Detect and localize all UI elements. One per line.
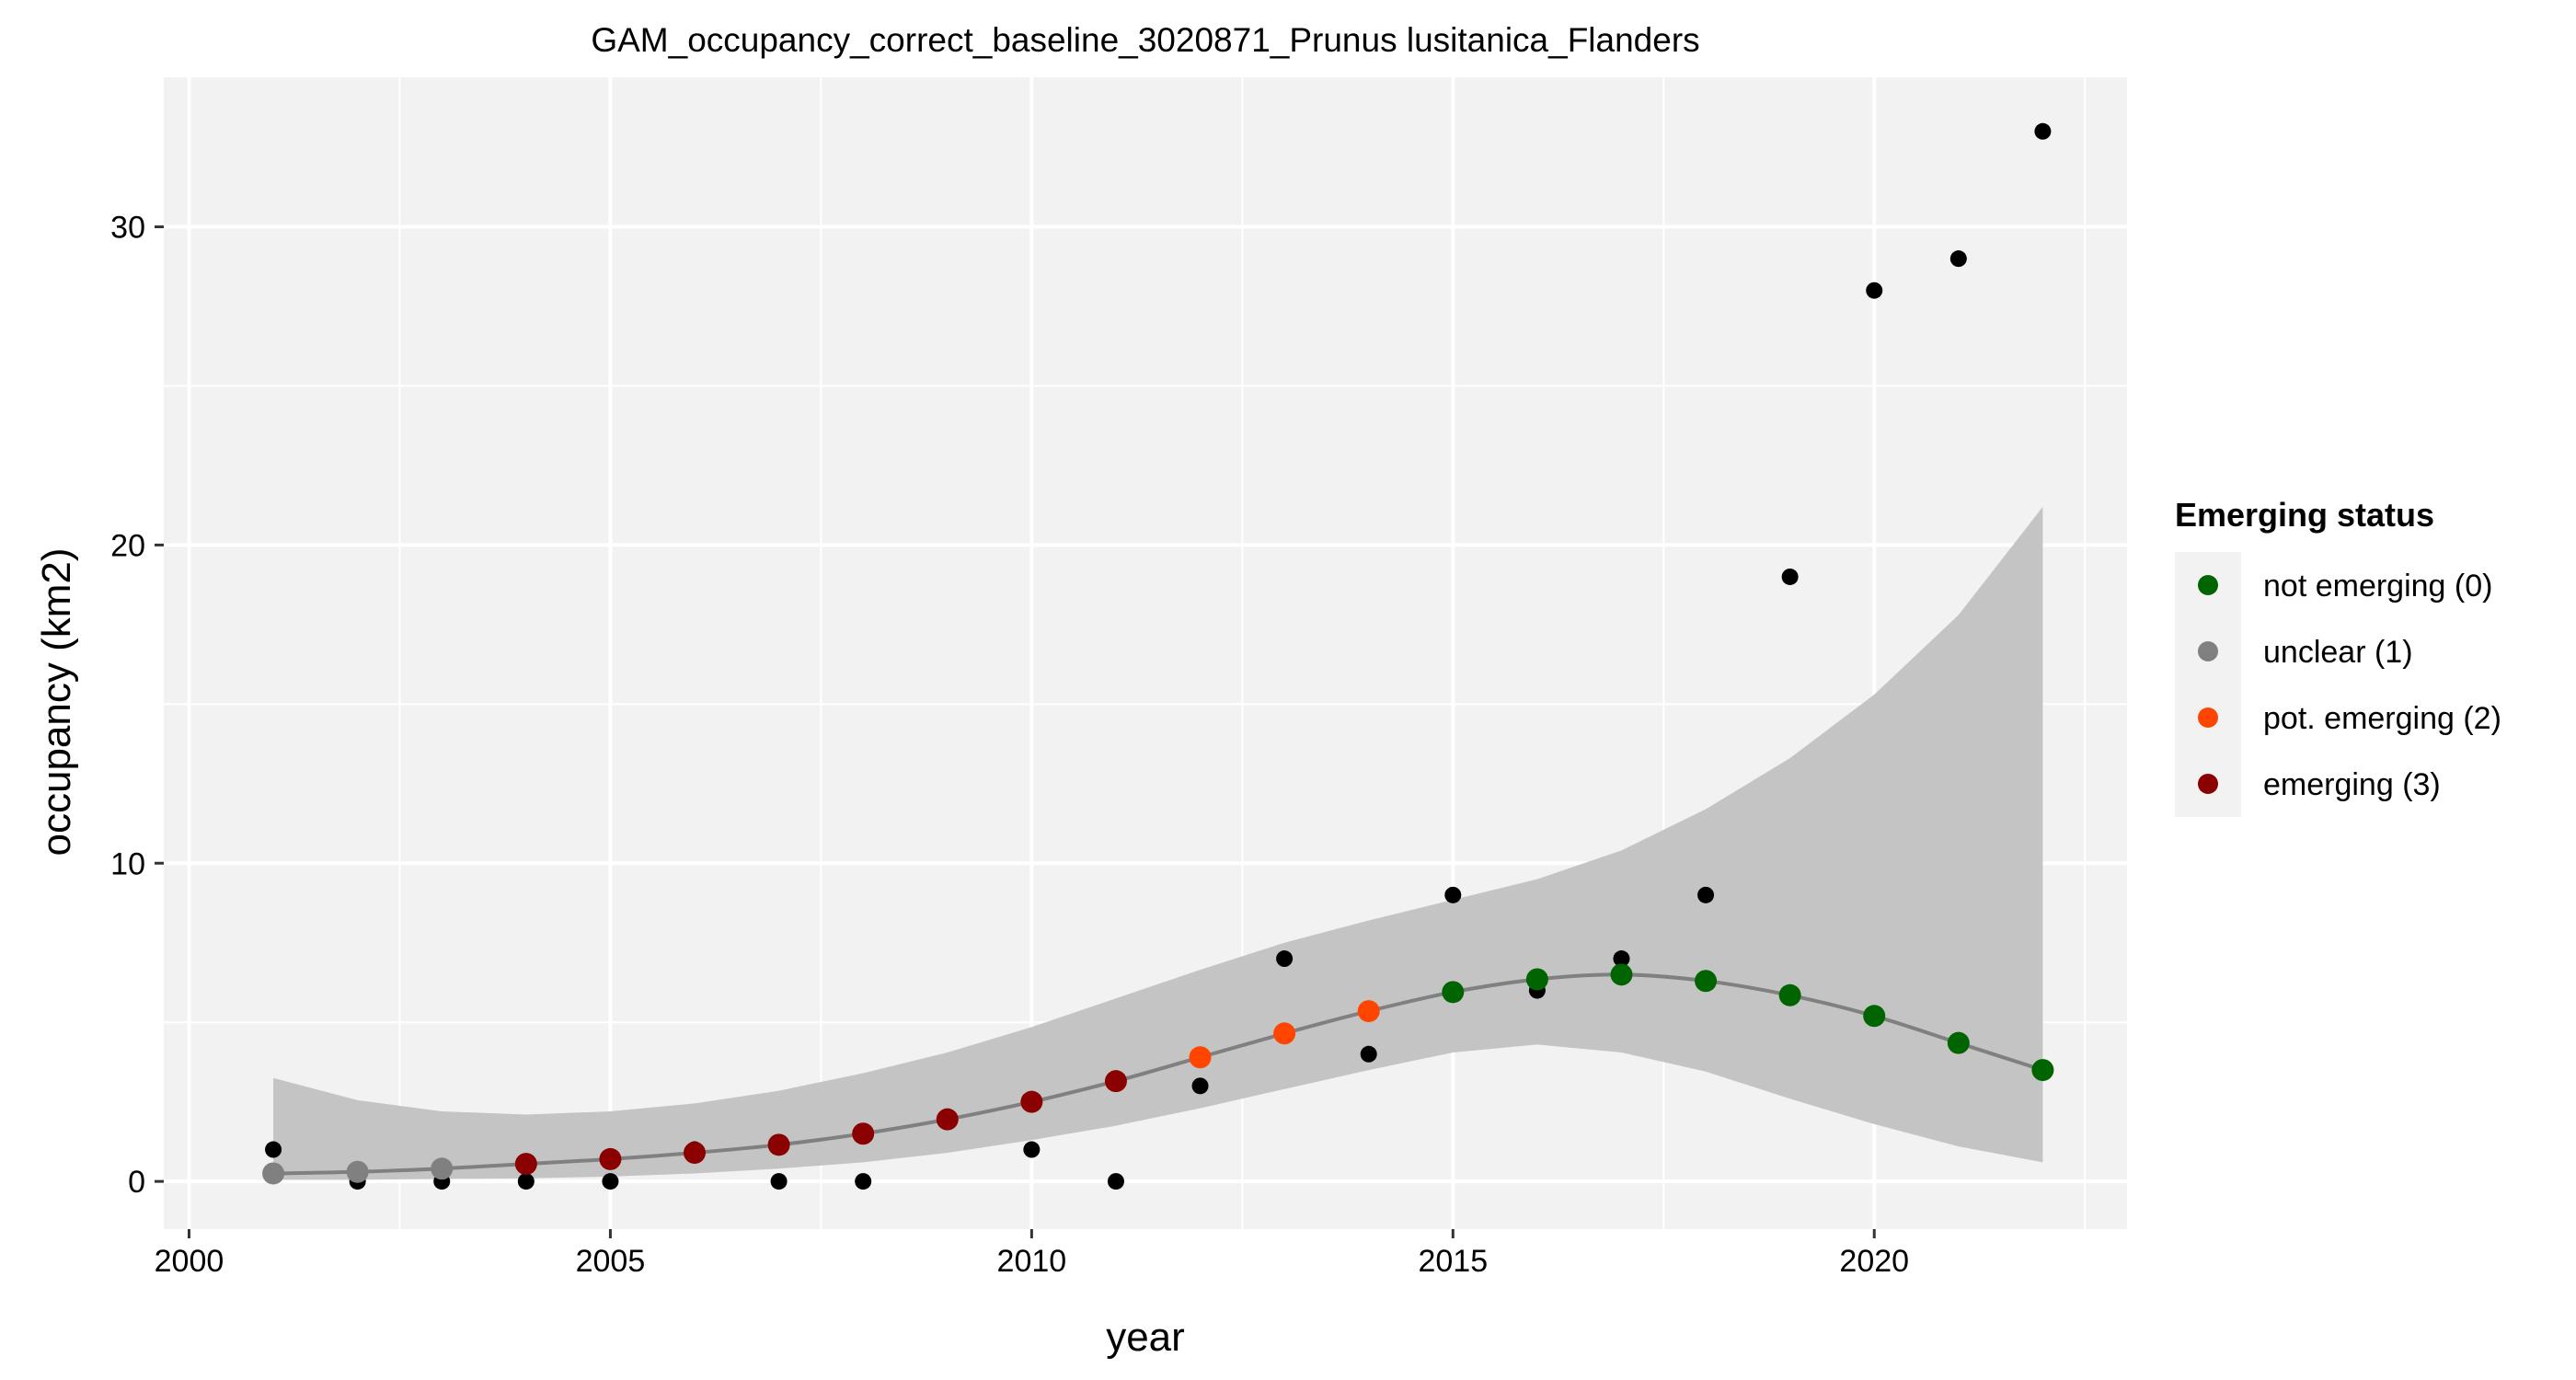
x-axis-title: year — [1106, 1315, 1185, 1360]
observed-point — [2034, 122, 2052, 140]
legend-entries: not emerging (0) unclear (1) pot. emerging… — [2198, 569, 2501, 802]
fit-point — [1863, 1005, 1886, 1028]
observed-point — [1107, 1173, 1124, 1190]
fit-point — [1610, 963, 1633, 986]
fit-point — [852, 1122, 875, 1145]
fit-point — [262, 1162, 285, 1185]
fit-point — [1525, 968, 1548, 991]
fit-point — [1778, 983, 1801, 1006]
fit-point — [346, 1160, 369, 1183]
y-axis-title: occupancy (km2) — [34, 547, 79, 856]
observed-point — [1781, 568, 1799, 585]
fit-point — [684, 1141, 707, 1164]
observed-point — [265, 1141, 282, 1158]
fit-point — [599, 1147, 622, 1170]
x-tick-label: 2010 — [997, 1244, 1067, 1279]
fit-point — [1020, 1090, 1043, 1113]
fit-point — [1695, 970, 1718, 993]
legend-key — [2198, 774, 2218, 794]
observed-point — [1613, 950, 1630, 968]
legend-label: pot. emerging (2) — [2263, 701, 2501, 736]
fit-point — [936, 1108, 959, 1131]
observed-point — [1697, 886, 1715, 903]
chart-title: GAM_occupancy_correct_baseline_3020871_P… — [591, 21, 1699, 59]
observed-point — [1023, 1141, 1041, 1158]
x-tick-label: 2020 — [1839, 1244, 1909, 1279]
observed-point — [517, 1173, 535, 1190]
legend: Emerging status not emerging (0) unclear … — [2175, 496, 2501, 817]
fit-point — [1947, 1031, 1970, 1054]
y-tick-label: 30 — [110, 211, 145, 246]
observed-point — [770, 1173, 788, 1190]
fit-point — [514, 1153, 537, 1176]
x-tick-label: 2000 — [155, 1244, 224, 1279]
legend-key — [2198, 707, 2218, 728]
x-tick-label: 2005 — [576, 1244, 646, 1279]
fit-point — [1357, 1000, 1380, 1023]
fit-point — [1189, 1046, 1212, 1069]
fit-point — [767, 1133, 790, 1156]
observed-point — [855, 1173, 872, 1190]
y-tick-label: 0 — [128, 1165, 145, 1200]
observed-point — [1866, 282, 1883, 299]
y-tick-label: 20 — [110, 528, 145, 563]
legend-label: not emerging (0) — [2263, 569, 2492, 604]
fit-points — [262, 963, 2054, 1185]
legend-key-background — [2175, 552, 2241, 817]
observed-point — [1360, 1045, 1377, 1063]
fit-point — [1104, 1070, 1127, 1093]
confidence-band — [273, 506, 2043, 1180]
legend-title: Emerging status — [2175, 496, 2434, 534]
legend-label: unclear (1) — [2263, 635, 2413, 670]
observed-point — [602, 1173, 619, 1190]
y-axis: 0 10 20 30 — [110, 211, 164, 1200]
x-tick-label: 2015 — [1418, 1244, 1488, 1279]
observed-point — [1949, 250, 1967, 268]
fit-point — [431, 1157, 454, 1180]
fit-point — [1442, 981, 1465, 1004]
observed-point — [1191, 1077, 1209, 1095]
fit-point — [1273, 1022, 1296, 1045]
fit-point — [2031, 1059, 2054, 1082]
legend-key — [2198, 575, 2218, 595]
fit-line — [273, 972, 2044, 1176]
x-axis: 2000 2005 2010 2015 2020 — [155, 1229, 1909, 1279]
legend-key — [2198, 641, 2218, 661]
observed-point — [1444, 886, 1462, 903]
legend-label: emerging (3) — [2263, 767, 2441, 802]
observed-point — [1276, 950, 1294, 968]
y-tick-label: 10 — [110, 846, 145, 881]
